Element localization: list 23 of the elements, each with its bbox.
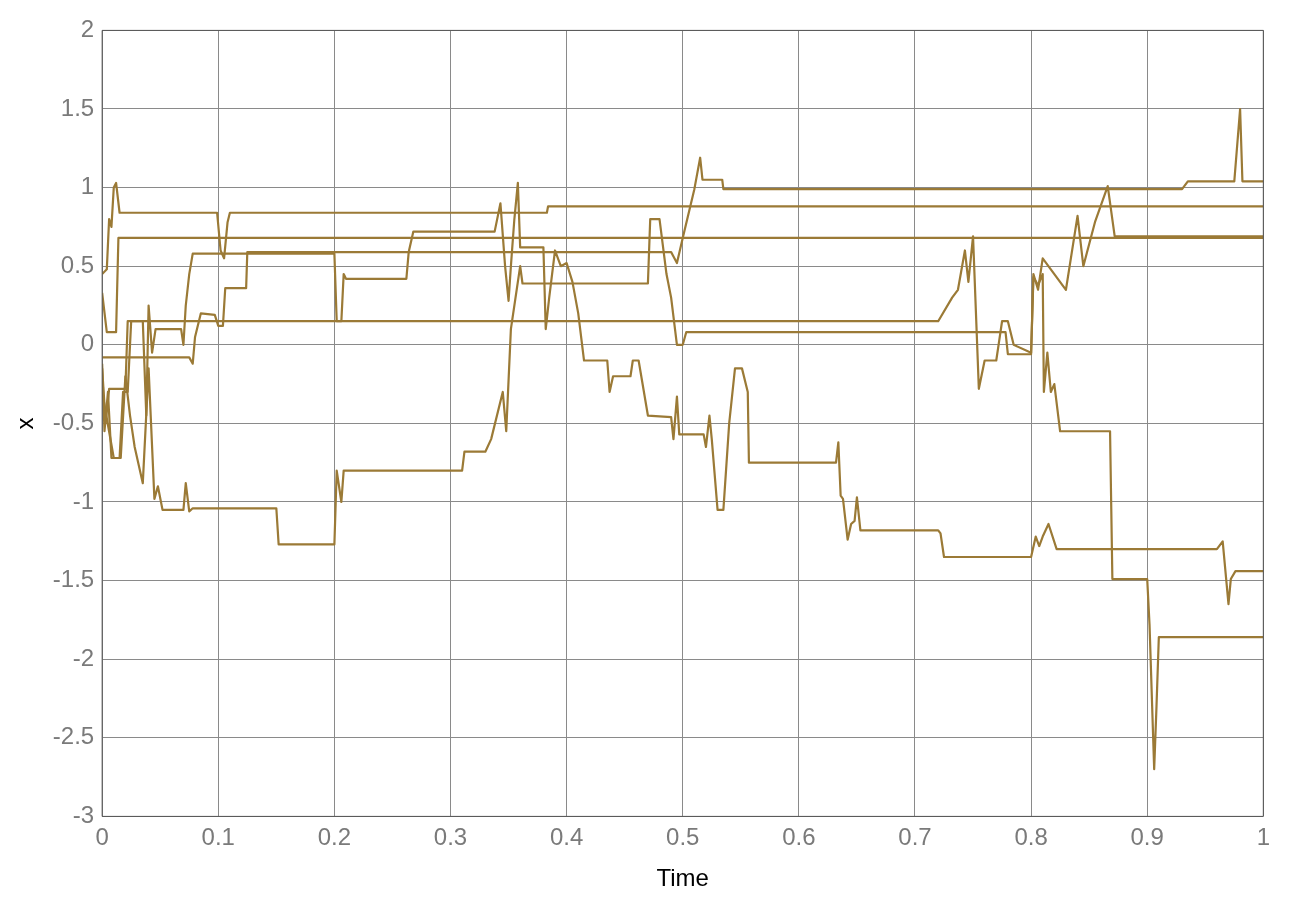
y-tick-label: 1 (80, 172, 95, 200)
x-tick-label: 0.1 (201, 823, 235, 851)
y-tick-label: -3 (72, 801, 95, 829)
y-tick-label: -2.5 (52, 722, 95, 750)
y-tick-label: -1 (72, 486, 95, 514)
x-tick-label: 0.9 (1130, 823, 1164, 851)
y-axis-title: x (11, 417, 39, 430)
y-tick-label: -2 (72, 643, 95, 671)
x-axis-title: Time (656, 864, 709, 892)
y-tick-label: -1.5 (52, 565, 95, 593)
x-tick-label: 0.8 (1014, 823, 1048, 851)
x-tick-label: 0.7 (898, 823, 932, 851)
y-tick-label: -0.5 (52, 408, 95, 436)
x-tick-label: 0.5 (666, 823, 700, 851)
y-tick-label: 2 (80, 15, 95, 43)
x-tick-label: 1 (1256, 823, 1271, 851)
y-tick-label: 0 (80, 329, 95, 357)
y-tick-label: 1.5 (60, 93, 95, 121)
x-tick-label: 0.2 (317, 823, 352, 851)
y-tick-label: 0.5 (60, 250, 95, 278)
x-tick-label: 0.4 (549, 823, 584, 851)
x-tick-label: 0.6 (782, 823, 816, 851)
x-tick-label: 0.3 (433, 823, 468, 851)
